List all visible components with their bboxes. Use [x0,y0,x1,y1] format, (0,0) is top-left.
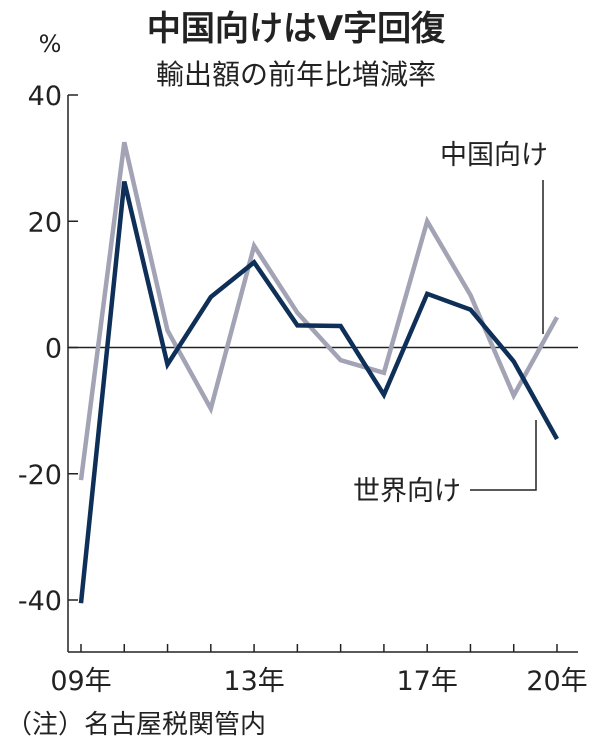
x-tick-label: 13年 [223,666,284,697]
y-axis: 40 20 0 -20 -40 [18,81,578,652]
series-china-line [78,141,559,481]
x-tick-label: 20年 [526,666,587,697]
y-tick-label: -20 [18,460,62,491]
x-tick-label: 09年 [50,666,111,697]
y-tick-label: 0 [45,334,62,365]
annotation-china: 中国向け [440,140,548,171]
series-world-line [78,180,559,604]
y-unit-label: % [39,30,62,58]
annotation-world-leader [470,420,537,491]
x-axis: 09年 13年 17年 20年 [50,644,588,697]
y-tick-label: -40 [18,586,62,617]
y-tick-label: 40 [28,81,62,112]
chart-title: 中国向けはV字回復 [147,9,446,49]
x-tick-label: 17年 [397,666,458,697]
y-tick-label: 20 [28,207,62,238]
series-lines [78,141,559,604]
footnote: （注）名古屋税関管内 [6,710,267,740]
annotation-world: 世界向け [353,476,461,507]
chart-subtitle: 輸出額の前年比増減率 [156,58,436,91]
